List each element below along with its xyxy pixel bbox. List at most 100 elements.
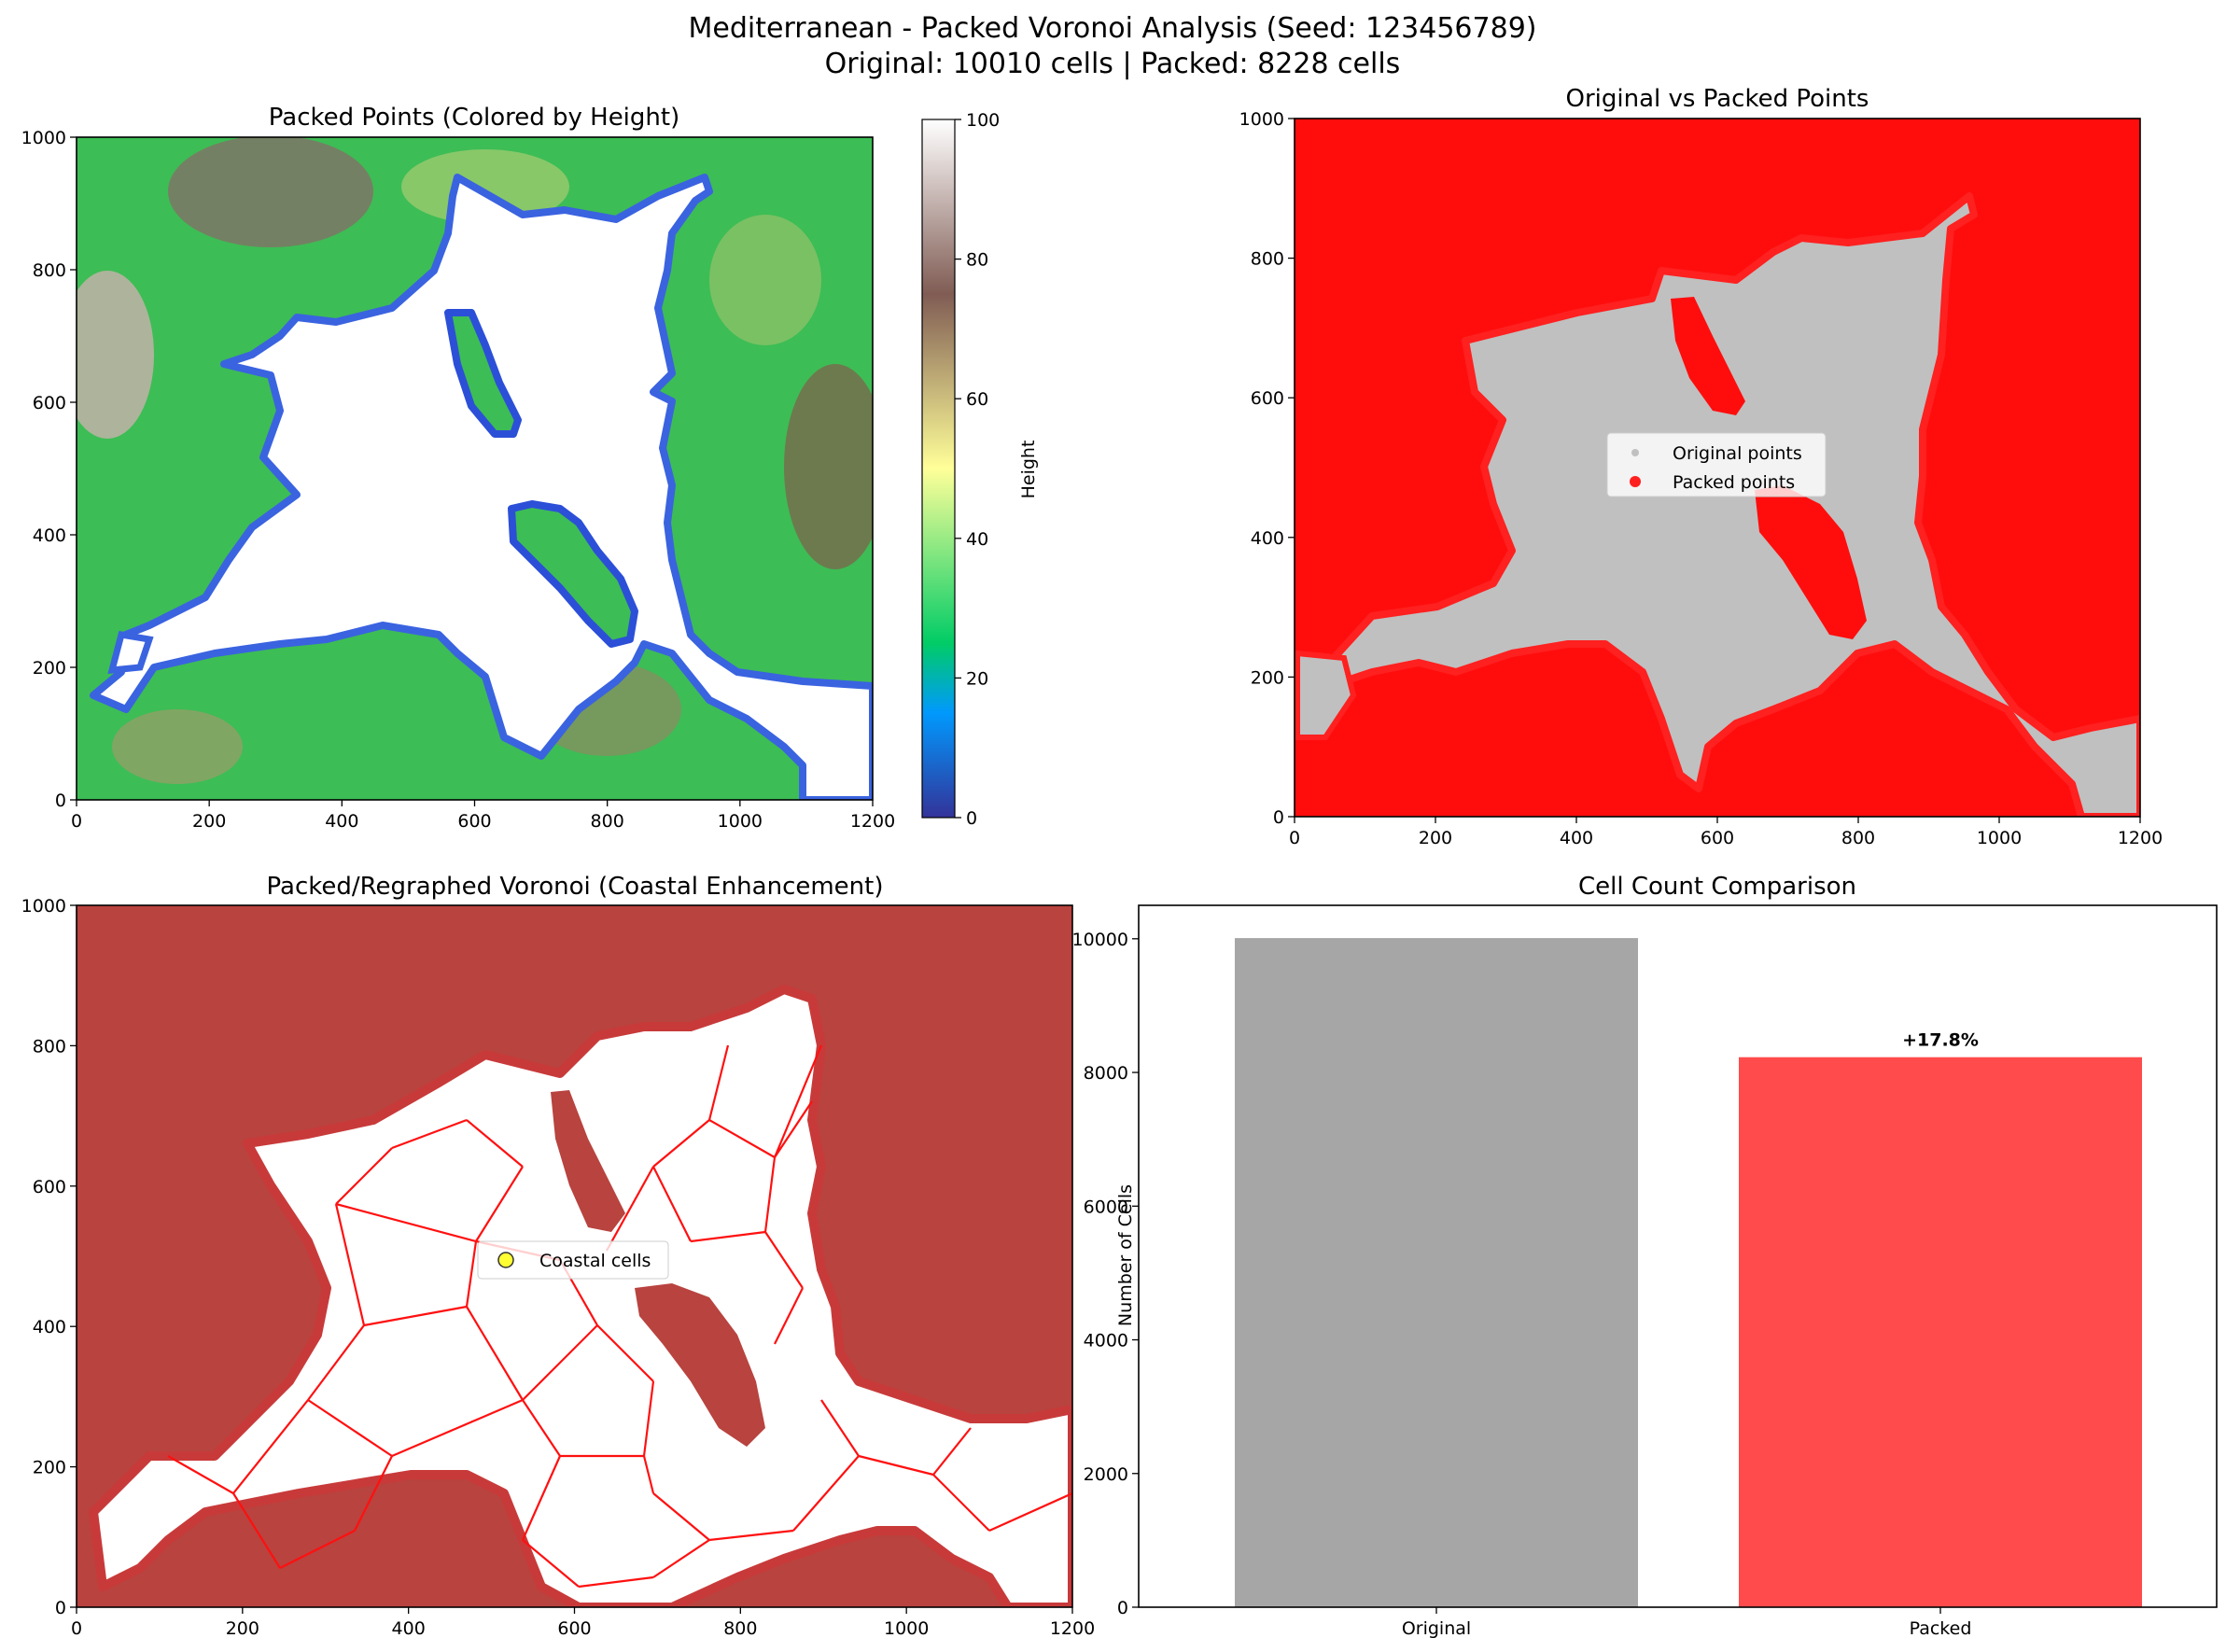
colorbar [921,119,956,819]
voronoi-edge [279,1530,356,1569]
bar-original [1235,938,1638,1607]
bar-annotation: +17.8% [1902,1030,1979,1051]
voronoi-edge [521,1455,562,1541]
y-tick-label: 200 [33,658,66,679]
land-highland-nw [168,137,373,247]
y-tick-label: 400 [1251,528,1284,549]
colorbar-tick-label: 60 [966,389,988,410]
voronoi-edge [932,1474,990,1532]
legend-b: Original points Packed points [1606,432,1827,497]
legend-marker-original [1631,449,1639,456]
bar-packed [1739,1057,2142,1607]
suptitle-line1: Mediterranean - Packed Voronoi Analysis … [689,12,1537,45]
voronoi-edge [652,1166,692,1242]
x-tick-label: 200 [226,1618,259,1639]
y-tick-label: 0 [1273,807,1284,828]
sea-shape [90,174,873,800]
y-tick-label: 1000 [21,896,66,917]
voronoi-edge [792,1455,860,1532]
voronoi-edge [307,1399,393,1457]
voronoi-edge [707,1044,730,1121]
legend-b-box [1606,432,1827,497]
voronoi-edge [354,1455,393,1532]
colorbar-tick-label: 80 [966,250,988,271]
colorbar-tick-label: 20 [966,668,988,689]
voronoi-edge [475,1166,524,1242]
y-tick-label: 1000 [21,128,66,148]
sea-inlet-sw [107,631,154,674]
x-tick-label: 0 [71,1618,82,1639]
voronoi-edge [642,1380,655,1457]
suptitle-line2: Original: 10010 cells | Packed: 8228 cel… [825,48,1401,80]
x-tick-label: 400 [325,811,358,832]
land-highland-e [784,364,873,569]
voronoi-edge [690,1230,766,1243]
voronoi-edge [391,1118,468,1150]
voronoi-edges [167,1044,1072,1589]
colorbar-label: Height [1018,441,1039,499]
panel-height-scatter: Packed Points (Colored by Height) 0 200 40… [21,104,1039,832]
y-tick-label: 0 [55,791,66,811]
voronoi-edge [652,1539,710,1578]
land-hills-sw [112,709,243,784]
plot-a-ticks: 0 200 400 600 800 1000 1200 0 200 400 600 800 1000 [21,128,896,832]
voronoi-edge [820,1399,860,1457]
voronoi-edge [307,1324,365,1401]
y-tick-label: 2000 [1084,1464,1128,1485]
voronoi-edge [522,1399,561,1457]
y-tick-label: 600 [1251,388,1284,409]
voronoi-edge [522,1539,580,1588]
voronoi-edge [232,1399,309,1494]
y-tick-label: 800 [1251,249,1284,270]
y-tick-label: 0 [55,1598,66,1618]
voronoi-edge [334,1203,366,1326]
panel-voronoi: Packed/Regraphed Voronoi (Coastal Enhanc… [21,873,1096,1639]
voronoi-edge [652,1119,710,1168]
panel-c-title: Packed/Regraphed Voronoi (Coastal Enhanc… [267,873,884,901]
voronoi-edge [335,1147,393,1205]
dense-cells-island-south [635,1283,765,1447]
x-tick-label: 800 [1841,828,1875,848]
voronoi-edge [167,1455,234,1494]
x-tick-label: 1000 [884,1618,929,1639]
panel-d-title: Cell Count Comparison [1578,873,1856,901]
island-north [444,309,522,438]
height-points-area [77,137,873,800]
voronoi-edge [764,1231,804,1289]
land-highland-w [77,271,154,439]
bar-category-label: Original [1402,1618,1471,1639]
plot-d-ticks: Original Packed 0 2000 4000 6000 8000 10000 [1072,930,1972,1639]
y-tick-label: 200 [1251,667,1284,688]
voronoi-edge [363,1305,468,1327]
voronoi-edge [642,1455,655,1494]
voronoi-edge [652,1492,710,1541]
voronoi-edge [708,1119,776,1158]
x-tick-label: 400 [392,1618,426,1639]
voronoi-edge [335,1202,477,1243]
y-tick-label: 800 [33,260,66,281]
x-tick-label: 1000 [1977,828,2022,848]
plot-d-frame [1138,904,2218,1608]
colorbar-tick-label: 100 [966,110,1000,131]
x-tick-label: 400 [1560,828,1593,848]
voronoi-edge [774,1287,804,1345]
x-tick-label: 200 [192,811,226,832]
x-tick-label: 1200 [850,811,895,832]
voronoi-edge [596,1324,654,1382]
x-tick-label: 0 [71,811,82,832]
y-tick-label: 1000 [1239,109,1284,130]
bar-y-axis-label: Number of Cells [1115,1184,1136,1326]
land-hills-e2 [709,215,821,345]
dense-cells-island-north [551,1090,625,1232]
x-tick-label: 800 [591,811,624,832]
x-tick-label: 600 [457,811,491,832]
plot-c-ticks: 0 200 400 600 800 1000 1200 0 200 400 600 800 1000 [21,896,1096,1639]
panel-b-title: Original vs Packed Points [1566,85,1869,113]
x-tick-label: 600 [557,1618,591,1639]
original-only-inlet-w [1295,650,1357,740]
voronoi-edge [606,1166,654,1252]
voronoi-edge [773,1044,823,1158]
y-tick-label: 4000 [1084,1331,1128,1351]
legend-label-coastal: Coastal cells [539,1251,651,1271]
